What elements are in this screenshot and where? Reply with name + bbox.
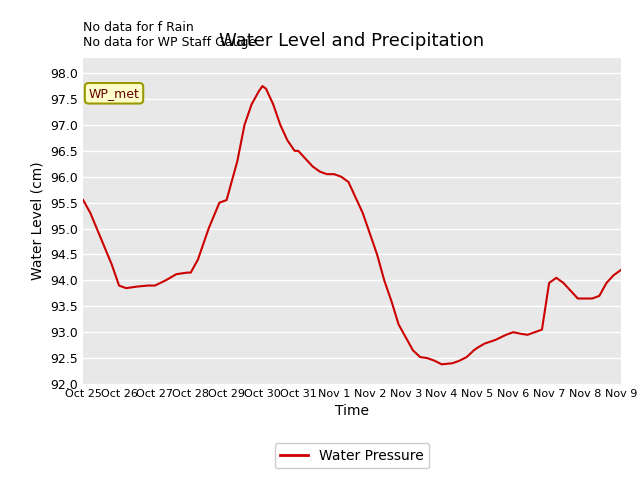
- Text: No data for WP Staff Gauge: No data for WP Staff Gauge: [83, 36, 257, 48]
- Text: WP_met: WP_met: [88, 87, 140, 100]
- Y-axis label: Water Level (cm): Water Level (cm): [31, 161, 45, 280]
- Text: No data for f Rain: No data for f Rain: [83, 21, 194, 34]
- Title: Water Level and Precipitation: Water Level and Precipitation: [220, 33, 484, 50]
- X-axis label: Time: Time: [335, 405, 369, 419]
- Legend: Water Pressure: Water Pressure: [275, 444, 429, 468]
